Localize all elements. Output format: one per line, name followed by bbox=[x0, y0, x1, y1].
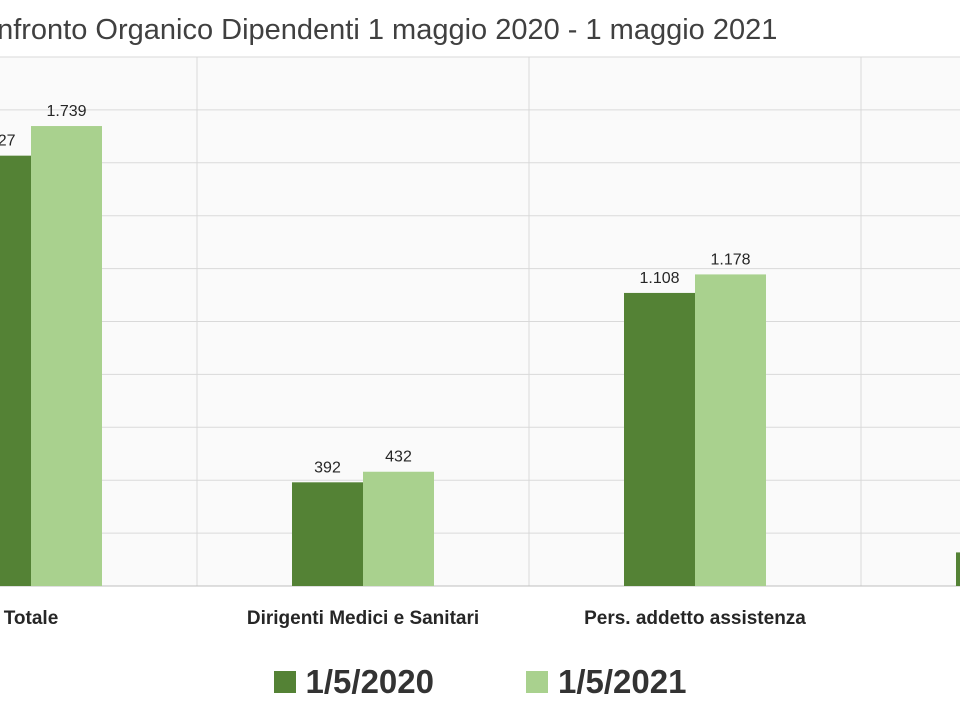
bar bbox=[695, 274, 766, 586]
bar bbox=[292, 482, 363, 586]
category-label: Dirigenti Medici e Sanitari bbox=[247, 608, 479, 629]
legend-swatch-2021 bbox=[526, 671, 548, 693]
data-label: 392 bbox=[314, 459, 341, 476]
bar bbox=[363, 471, 434, 586]
legend-swatch-2020 bbox=[273, 671, 296, 693]
bar bbox=[624, 292, 695, 586]
legend: 1/5/2020 1/5/2021 bbox=[0, 660, 960, 704]
data-label: 432 bbox=[385, 449, 412, 466]
bar bbox=[956, 552, 960, 586]
data-label: 1.178 bbox=[710, 251, 750, 268]
legend-item-2020: 1/5/2020 bbox=[273, 663, 434, 701]
bar bbox=[31, 126, 102, 587]
category-label: Totale bbox=[4, 608, 59, 629]
data-label: 1.108 bbox=[639, 270, 679, 287]
data-label: 1.627 bbox=[0, 133, 16, 150]
legend-label-2021: 1/5/2021 bbox=[558, 663, 687, 700]
data-label: 1.739 bbox=[46, 103, 86, 120]
legend-item-2021: 1/5/2021 bbox=[526, 663, 686, 701]
bar bbox=[0, 155, 31, 586]
legend-label-2020: 1/5/2020 bbox=[305, 663, 434, 700]
chart-title: Confronto Organico Dipendenti 1 maggio 2… bbox=[0, 14, 778, 46]
category-label: Pers. addetto assistenza bbox=[584, 608, 806, 629]
